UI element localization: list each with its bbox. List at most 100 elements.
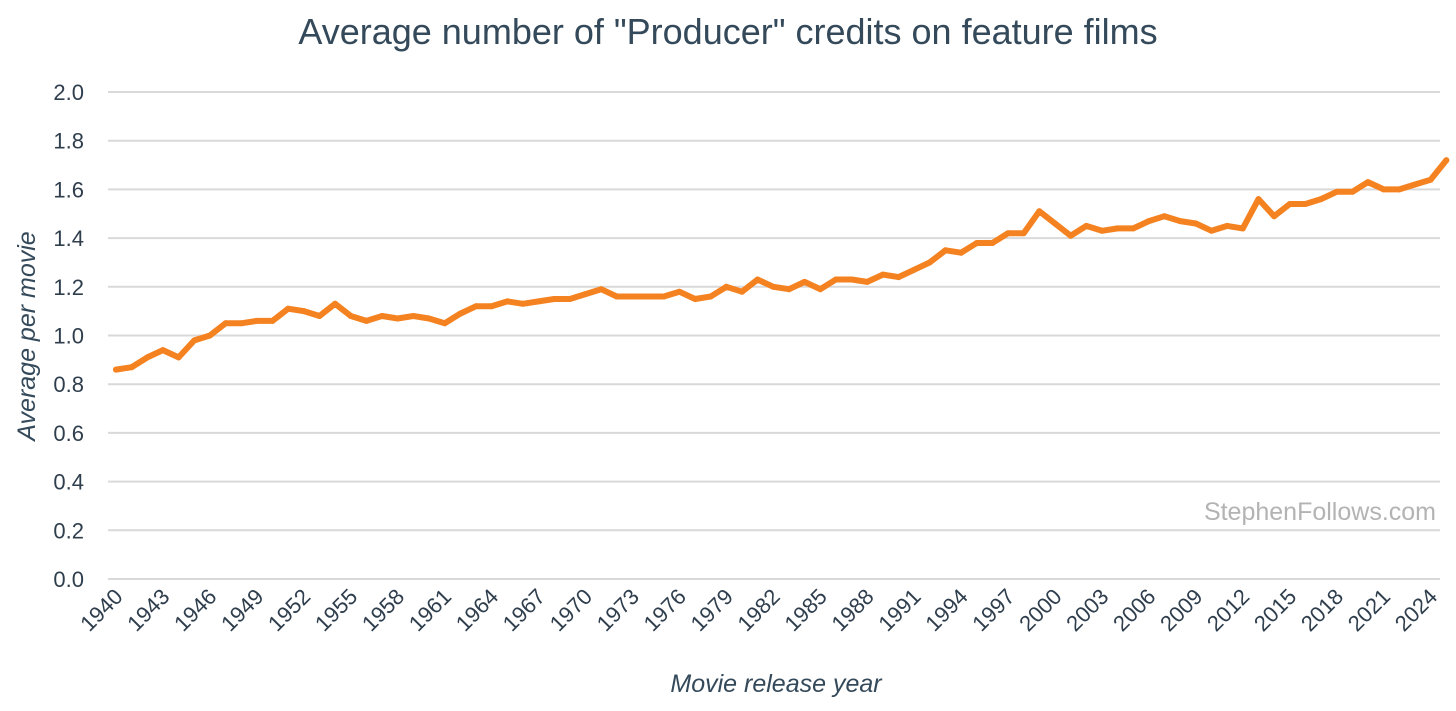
x-tick-label: 1946 xyxy=(169,584,221,636)
data-point xyxy=(1083,222,1090,229)
data-point xyxy=(786,286,792,293)
data-point xyxy=(1192,220,1199,227)
data-point xyxy=(1052,220,1058,227)
data-point xyxy=(973,240,980,246)
data-point xyxy=(347,313,354,319)
x-tick-label: 1985 xyxy=(779,584,831,636)
data-point xyxy=(1161,213,1168,220)
x-tick-label: 1997 xyxy=(967,584,1019,636)
data-point xyxy=(723,283,730,290)
y-tick-label: 0.0 xyxy=(53,567,84,592)
data-point xyxy=(942,247,949,254)
x-tick-label: 1955 xyxy=(310,584,362,636)
data-point xyxy=(1302,201,1309,207)
data-point xyxy=(1380,186,1387,193)
x-tick-label: 2024 xyxy=(1390,584,1442,636)
data-point xyxy=(269,317,276,324)
data-point xyxy=(958,249,965,256)
data-point xyxy=(551,296,558,302)
x-tick-label: 1952 xyxy=(263,584,315,636)
watermark: StephenFollows.com xyxy=(1204,498,1436,526)
y-tick-label: 1.8 xyxy=(53,129,84,154)
chart-title: Average number of "Producer" credits on … xyxy=(298,11,1157,52)
data-point xyxy=(582,291,589,298)
data-point xyxy=(926,259,933,266)
x-tick-label: 1943 xyxy=(122,584,174,636)
data-point xyxy=(191,337,198,344)
data-point xyxy=(645,293,652,300)
x-tick-label: 2015 xyxy=(1249,584,1301,636)
x-tick-label: 1949 xyxy=(216,584,268,636)
data-point xyxy=(175,354,182,361)
data-point xyxy=(1333,188,1340,195)
data-point xyxy=(128,364,135,371)
data-point xyxy=(1349,188,1356,195)
data-point xyxy=(1208,227,1215,234)
data-point xyxy=(300,308,307,315)
x-tick-label: 2009 xyxy=(1155,584,1207,636)
data-point xyxy=(1239,225,1246,232)
data-point xyxy=(613,293,620,300)
x-tick-label: 2000 xyxy=(1014,584,1066,636)
data-point xyxy=(895,274,902,281)
x-tick-label: 1982 xyxy=(733,584,785,636)
series-line xyxy=(113,157,1450,373)
data-point xyxy=(676,288,683,295)
data-point xyxy=(754,276,761,283)
data-point xyxy=(629,293,636,300)
data-point xyxy=(1443,157,1450,164)
data-point xyxy=(472,303,479,310)
gridlines xyxy=(108,91,1440,580)
y-tick-label: 1.6 xyxy=(53,177,84,202)
data-point xyxy=(739,288,745,295)
data-point xyxy=(504,298,511,305)
data-point xyxy=(1271,213,1278,220)
y-tick-label: 0.2 xyxy=(53,518,84,543)
x-tick-label: 1976 xyxy=(639,584,691,636)
y-tick-label: 0.4 xyxy=(53,470,84,495)
data-point xyxy=(1067,232,1074,239)
data-point xyxy=(206,332,213,339)
data-point xyxy=(488,303,495,310)
x-tick-label: 1958 xyxy=(357,584,409,636)
y-axis-label: Average per movie xyxy=(13,231,41,442)
data-point xyxy=(770,283,777,290)
x-tick-label: 1979 xyxy=(686,584,738,636)
x-tick-label: 2018 xyxy=(1296,584,1348,636)
x-tick-label: 2012 xyxy=(1202,584,1254,636)
data-point xyxy=(332,300,339,307)
data-point xyxy=(410,313,417,319)
data-point xyxy=(1114,225,1121,232)
x-tick-label: 1994 xyxy=(920,584,972,636)
data-point xyxy=(1036,208,1043,215)
x-axis-ticks: 1940194319461949195219551958196119641967… xyxy=(75,584,1442,636)
data-point xyxy=(253,317,260,324)
data-point xyxy=(426,315,432,322)
data-point xyxy=(879,271,886,278)
data-point xyxy=(692,296,699,302)
data-point xyxy=(144,354,151,361)
data-point xyxy=(1318,196,1324,203)
data-point xyxy=(394,315,401,322)
x-tick-label: 1973 xyxy=(592,584,644,636)
data-point xyxy=(566,296,573,302)
x-tick-label: 1988 xyxy=(826,584,878,636)
data-point xyxy=(1427,176,1434,183)
data-point xyxy=(1005,230,1012,237)
data-point xyxy=(848,276,855,283)
data-point xyxy=(113,366,119,373)
data-point xyxy=(707,293,714,300)
data-point xyxy=(1412,181,1418,188)
data-point xyxy=(1099,227,1105,234)
data-point xyxy=(238,320,245,327)
data-point xyxy=(159,347,166,354)
data-point xyxy=(989,240,996,246)
data-point xyxy=(864,278,871,285)
y-tick-label: 1.2 xyxy=(53,275,84,300)
data-point xyxy=(911,266,918,273)
x-axis-label: Movie release year xyxy=(670,670,883,698)
data-point xyxy=(316,313,323,319)
x-tick-label: 2006 xyxy=(1108,584,1160,636)
x-tick-label: 1991 xyxy=(873,584,925,636)
data-point xyxy=(1130,225,1137,232)
